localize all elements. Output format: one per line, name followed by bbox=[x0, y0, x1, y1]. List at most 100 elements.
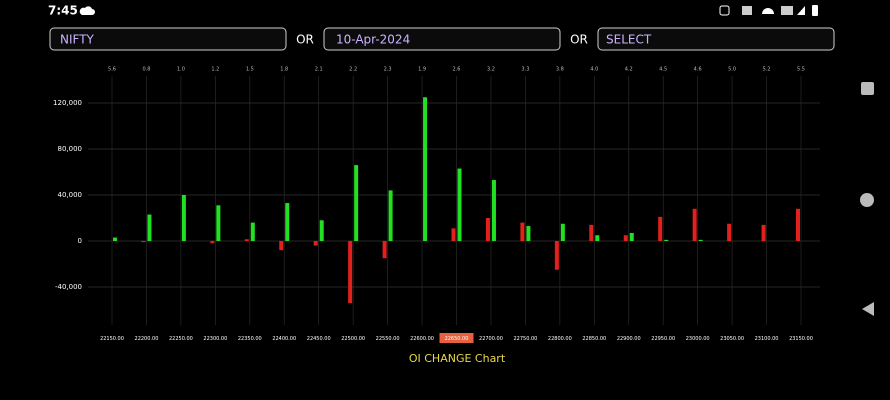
top-label: 3.3 bbox=[521, 67, 529, 73]
x-tick-label: 22800.00 bbox=[548, 336, 572, 342]
top-label: 2.6 bbox=[453, 67, 461, 73]
x-tick-label: 22950.00 bbox=[651, 336, 675, 342]
x-tick-label: 22200.00 bbox=[135, 336, 159, 342]
x-tick-label: 22750.00 bbox=[513, 336, 537, 342]
bar bbox=[250, 222, 255, 241]
bar bbox=[354, 165, 359, 241]
bar bbox=[388, 190, 393, 241]
bar bbox=[244, 239, 249, 241]
or-label: OR bbox=[296, 33, 314, 47]
bar bbox=[279, 241, 284, 251]
bar bbox=[181, 195, 186, 241]
bar bbox=[595, 235, 600, 241]
top-label: 3.2 bbox=[487, 67, 495, 73]
y-tick-label: 80,000 bbox=[58, 145, 83, 153]
top-label: 1.2 bbox=[211, 67, 219, 73]
chart-title: OI CHANGE Chart bbox=[409, 352, 506, 365]
bar bbox=[692, 208, 697, 241]
x-tick-label: 22900.00 bbox=[617, 336, 641, 342]
x-tick-label: 23150.00 bbox=[789, 336, 813, 342]
top-label: 2.3 bbox=[384, 67, 392, 73]
symbol-text: NIFTY bbox=[60, 33, 95, 47]
x-tick-label: 22600.00 bbox=[410, 336, 434, 342]
top-label: 5.0 bbox=[728, 67, 736, 73]
bar bbox=[629, 232, 634, 241]
top-label: 1.9 bbox=[418, 67, 426, 73]
top-label: 0.8 bbox=[142, 67, 150, 73]
bar bbox=[141, 241, 146, 243]
x-tick-label: 22400.00 bbox=[272, 336, 296, 342]
date-input[interactable] bbox=[323, 27, 561, 51]
x-tick-label: 22550.00 bbox=[376, 336, 400, 342]
expiry-input[interactable] bbox=[597, 27, 835, 51]
top-label: 4.5 bbox=[659, 67, 667, 73]
cloud-icon bbox=[79, 6, 95, 15]
top-label: 2.1 bbox=[315, 67, 323, 73]
bar bbox=[520, 222, 525, 241]
top-label: 2.2 bbox=[349, 67, 357, 73]
bar bbox=[761, 224, 766, 241]
x-tick-label: 22250.00 bbox=[169, 336, 193, 342]
top-label: 4.0 bbox=[590, 67, 598, 73]
top-label: 1.8 bbox=[280, 67, 288, 73]
bar bbox=[554, 241, 559, 270]
x-tick-label: 23100.00 bbox=[755, 336, 779, 342]
y-tick-label: 120,000 bbox=[53, 99, 82, 107]
y-tick-label: 0 bbox=[78, 237, 82, 245]
y-tick-label: 40,000 bbox=[58, 191, 83, 199]
bar bbox=[319, 220, 324, 241]
x-tick-label: 22300.00 bbox=[203, 336, 227, 342]
nav-home[interactable] bbox=[860, 193, 874, 207]
x-tick-label: 22350.00 bbox=[238, 336, 262, 342]
bar bbox=[457, 168, 462, 241]
bar bbox=[423, 97, 428, 241]
x-tick-label: 22150.00 bbox=[100, 336, 124, 342]
highlight-category bbox=[439, 333, 474, 343]
x-tick-label: 23000.00 bbox=[686, 336, 710, 342]
bar bbox=[698, 239, 703, 241]
bar bbox=[491, 180, 496, 241]
bar bbox=[147, 214, 152, 241]
bar bbox=[623, 235, 628, 241]
top-label: 3.8 bbox=[556, 67, 564, 73]
top-label: 4.6 bbox=[694, 67, 702, 73]
status-icons bbox=[719, 5, 818, 16]
top-label: 1.0 bbox=[177, 67, 185, 73]
nav-back[interactable] bbox=[862, 302, 874, 316]
x-tick-label: 23050.00 bbox=[720, 336, 744, 342]
bar bbox=[658, 216, 663, 241]
top-label: 1.5 bbox=[246, 67, 254, 73]
top-label: 5.5 bbox=[797, 67, 805, 73]
nav-recents[interactable] bbox=[861, 82, 874, 95]
bar bbox=[526, 226, 531, 241]
bar bbox=[285, 203, 290, 241]
x-tick-label: 22850.00 bbox=[582, 336, 606, 342]
bar bbox=[451, 228, 456, 241]
status-time: 7:45 bbox=[48, 4, 78, 18]
top-label: 5.6 bbox=[108, 67, 116, 73]
bar bbox=[210, 241, 215, 244]
bar bbox=[113, 237, 117, 241]
bar bbox=[313, 241, 318, 246]
bar bbox=[216, 205, 221, 241]
expiry-text: SELECT bbox=[606, 33, 652, 47]
x-tick-label: 22500.00 bbox=[341, 336, 365, 342]
bar bbox=[664, 239, 669, 241]
y-tick-label: -40,000 bbox=[55, 283, 82, 291]
or-label: OR bbox=[570, 33, 588, 47]
bar bbox=[796, 208, 800, 241]
symbol-input[interactable] bbox=[49, 27, 287, 51]
date-text: 10-Apr-2024 bbox=[336, 33, 410, 47]
x-tick-label: 22650.00 bbox=[445, 336, 469, 342]
x-tick-label: 22700.00 bbox=[479, 336, 503, 342]
top-label: 5.2 bbox=[763, 67, 771, 73]
x-tick-label: 22450.00 bbox=[307, 336, 331, 342]
bar bbox=[727, 223, 732, 241]
bar bbox=[348, 241, 353, 304]
bar bbox=[589, 224, 594, 241]
bar bbox=[485, 218, 490, 241]
bar bbox=[382, 241, 387, 259]
bar bbox=[560, 223, 565, 241]
top-label: 4.2 bbox=[625, 67, 633, 73]
